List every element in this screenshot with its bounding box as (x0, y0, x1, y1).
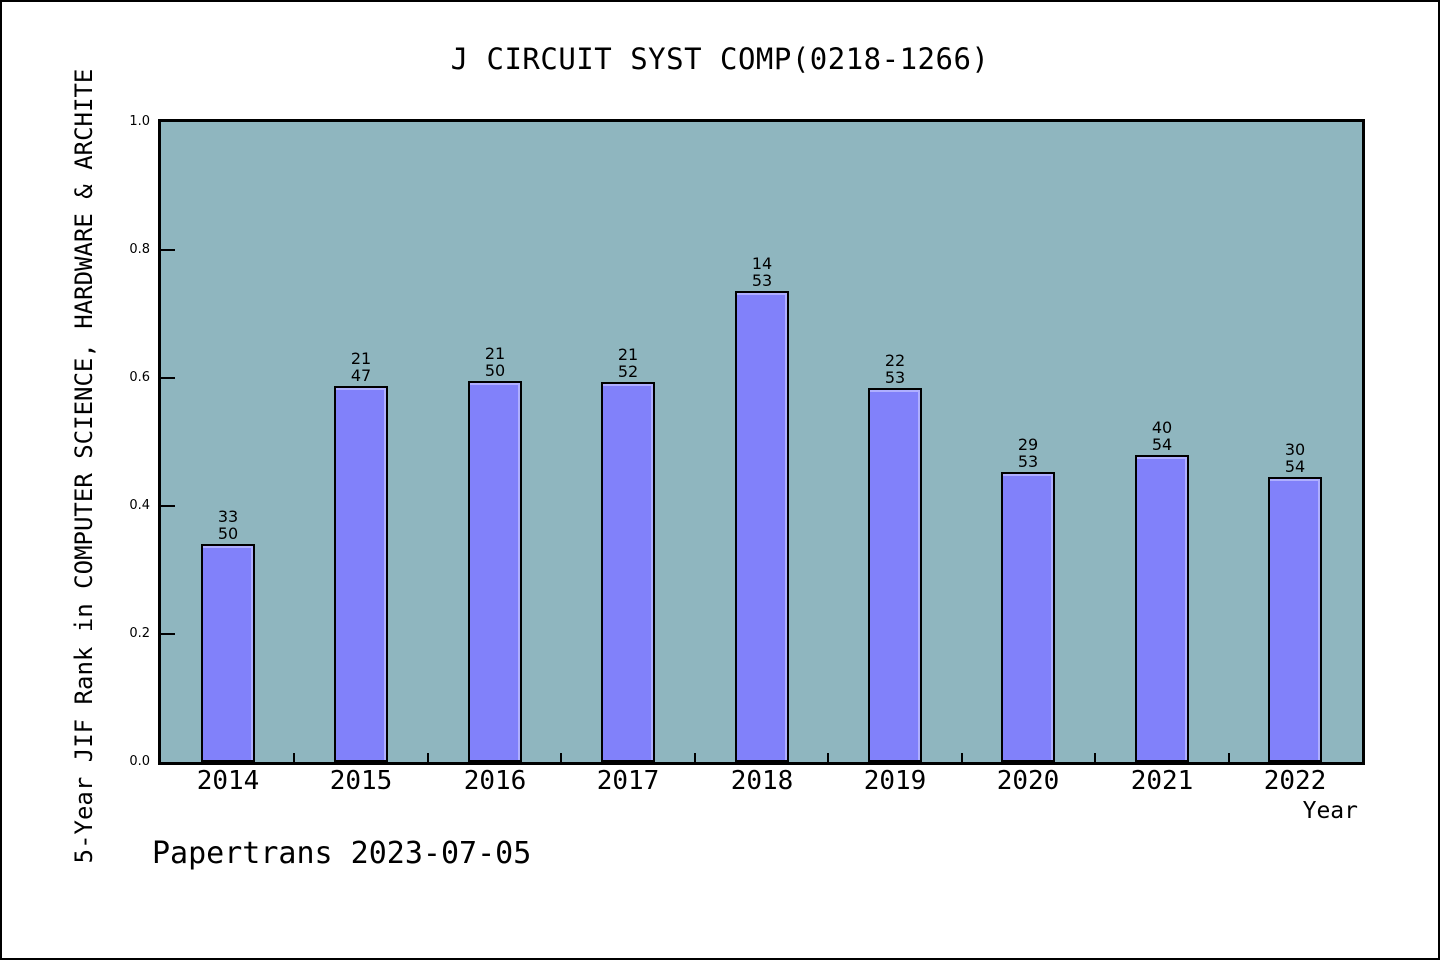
bar-total-value: 54 (1151, 435, 1173, 454)
bar-value-label-2017: 21 52 (586, 346, 670, 380)
bar-2017 (601, 382, 655, 762)
bar-total-value: 50 (217, 524, 239, 543)
bar-rank-value: 40 (1151, 418, 1173, 437)
bar-value-label-2022: 30 54 (1253, 441, 1337, 475)
y-tick-mark (161, 377, 175, 379)
y-tick-label: 1.0 (129, 114, 150, 129)
y-tick-label: 0.0 (129, 754, 150, 769)
x-tick-mark (560, 753, 563, 762)
chart-title: J CIRCUIT SYST COMP(0218-1266) (450, 42, 990, 76)
x-tick-mark (693, 753, 696, 762)
x-tick-mark (960, 753, 963, 762)
bar-rank-value: 21 (617, 345, 639, 364)
y-tick-label: 0.4 (129, 498, 150, 513)
x-tick-label-2018: 2018 (730, 766, 794, 796)
x-tick-label-2020: 2020 (996, 766, 1060, 796)
x-tick-label-2017: 2017 (596, 766, 660, 796)
bar-value-label-2019: 22 53 (853, 352, 937, 386)
x-tick-mark (827, 753, 830, 762)
x-tick-mark (293, 753, 296, 762)
bar-rank-value: 21 (350, 349, 372, 368)
y-tick-label: 0.8 (129, 242, 150, 257)
bar-value-label-2020: 29 53 (986, 436, 1070, 470)
bar-2014 (201, 544, 255, 762)
bar-2018 (735, 291, 789, 762)
bar-rank-value: 14 (751, 254, 773, 273)
y-tick-mark (161, 505, 175, 507)
y-tick-mark (161, 633, 175, 635)
bar-total-value: 53 (751, 271, 773, 290)
bar-2021 (1135, 455, 1189, 762)
bar-2019 (868, 388, 922, 762)
bar-total-value: 52 (617, 362, 639, 381)
y-tick-label: 0.6 (129, 370, 150, 385)
bar-total-value: 53 (884, 368, 906, 387)
x-tick-label-2014: 2014 (196, 766, 260, 796)
bar-2022 (1268, 477, 1322, 762)
x-tick-label-2021: 2021 (1130, 766, 1194, 796)
x-tick-label-2022: 2022 (1263, 766, 1327, 796)
x-tick-label-2019: 2019 (863, 766, 927, 796)
bar-total-value: 54 (1284, 457, 1306, 476)
bar-value-label-2014: 33 50 (186, 508, 270, 542)
bar-rank-value: 21 (484, 344, 506, 363)
bar-total-value: 50 (484, 361, 506, 380)
x-axis-title: Year (1302, 798, 1358, 824)
x-tick-label-2015: 2015 (329, 766, 393, 796)
x-tick-mark (1227, 753, 1230, 762)
bar-value-label-2015: 21 47 (319, 350, 403, 384)
bar-total-value: 53 (1017, 452, 1039, 471)
plot-area: 33 50 21 47 21 50 21 52 14 53 22 53 29 53 40 54 30 54 (158, 119, 1365, 765)
bar-2016 (468, 381, 522, 762)
y-axis-title: 5-Year JIF Rank in COMPUTER SCIENCE, HAR… (70, 68, 98, 864)
x-tick-label-2016: 2016 (463, 766, 527, 796)
x-tick-mark (1094, 753, 1097, 762)
bar-value-label-2021: 40 54 (1120, 419, 1204, 453)
y-tick-mark (161, 249, 175, 251)
footer-watermark: Papertrans 2023-07-05 (152, 836, 532, 871)
y-tick-label: 0.2 (129, 626, 150, 641)
bar-2015 (334, 386, 388, 762)
bar-rank-value: 33 (217, 507, 239, 526)
bar-rank-value: 22 (884, 351, 906, 370)
bar-value-label-2018: 14 53 (720, 255, 804, 289)
bar-rank-value: 29 (1017, 435, 1039, 454)
bar-2020 (1001, 472, 1055, 762)
bar-rank-value: 30 (1284, 440, 1306, 459)
x-tick-mark (426, 753, 429, 762)
bar-total-value: 47 (350, 366, 372, 385)
bar-value-label-2016: 21 50 (453, 345, 537, 379)
